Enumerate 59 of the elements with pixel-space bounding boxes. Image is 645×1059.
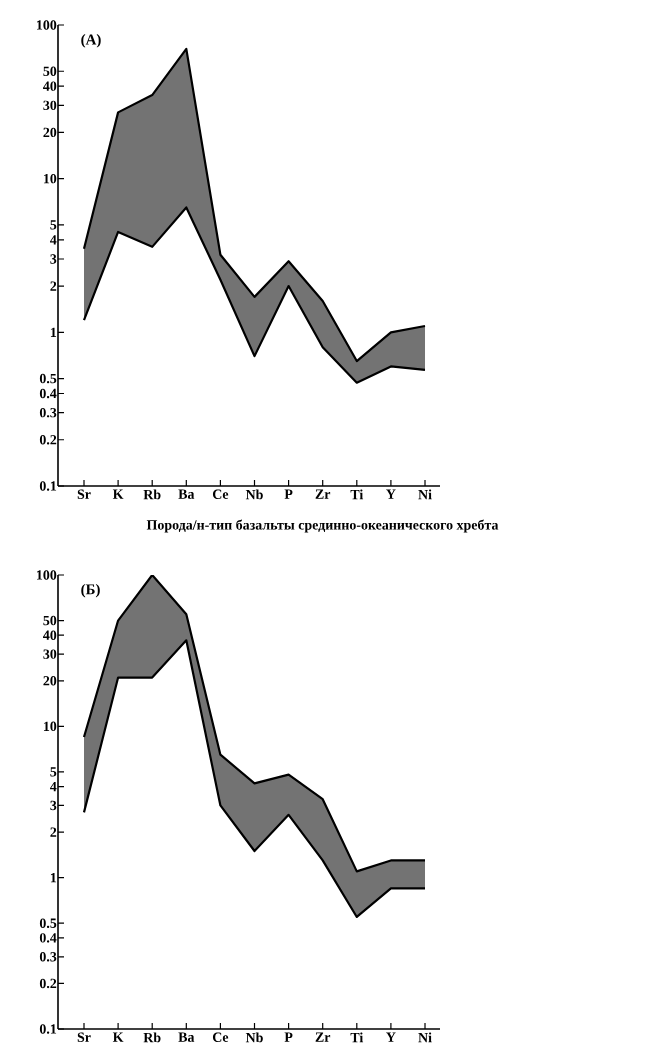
y-tick-label: 2 xyxy=(50,281,57,291)
text: (Б) xyxy=(81,583,100,598)
x-tick-label: P xyxy=(284,1032,293,1042)
y-tick-label: 2 xyxy=(50,827,57,837)
x-tick-label: Ba xyxy=(178,489,195,499)
y-tick-label: 50 xyxy=(43,66,57,76)
y-tick-label: 40 xyxy=(43,81,57,91)
y-tick-label: 0.4 xyxy=(39,388,57,399)
y-tick-label: 50 xyxy=(43,615,57,626)
x-tick-label: K xyxy=(112,1032,124,1042)
y-tick-label: 30 xyxy=(43,100,57,111)
x-tick-label: Sr xyxy=(77,489,91,499)
y-tick-label: 0.3 xyxy=(39,952,57,962)
y-tick-label: 4 xyxy=(50,235,57,245)
y-tick-label: 30 xyxy=(43,649,57,659)
x-tick-label: Y xyxy=(386,489,396,499)
y-tick-label: 20 xyxy=(43,676,57,686)
y-tick-label: 5 xyxy=(50,220,57,230)
x-tick-label: Ce xyxy=(212,1032,229,1042)
x-tick-label: Sr xyxy=(77,1032,91,1042)
y-tick-label: 100 xyxy=(37,20,57,30)
text: (A) xyxy=(81,34,101,48)
y-tick-label: 3 xyxy=(50,254,57,264)
y-tick-label: 1 xyxy=(50,873,57,883)
y-tick-label: 1 xyxy=(50,327,57,337)
y-tick-label: 40 xyxy=(43,630,57,640)
x-tick-label: Ce xyxy=(212,489,229,499)
x-tick-label: Zr xyxy=(315,489,331,499)
y-tick-label: 0.3 xyxy=(39,407,57,418)
x-tick-label: Nb xyxy=(245,1032,263,1043)
x-tick-label: Ni xyxy=(418,1032,432,1043)
x-tick-label: Ti xyxy=(350,489,364,500)
y-tick-label: 10 xyxy=(43,721,57,732)
y-tick-label: 10 xyxy=(43,173,57,184)
x-tick-label: Ti xyxy=(350,1032,364,1043)
y-tick-label: 0.5 xyxy=(39,373,57,384)
y-tick-label: 0.2 xyxy=(39,978,57,989)
x-tick-label: Rb xyxy=(143,489,161,500)
y-tick-label: 0.5 xyxy=(39,918,57,928)
line-series xyxy=(82,206,427,384)
x-tick-label: Nb xyxy=(245,489,263,500)
x-tick-label: K xyxy=(112,489,124,499)
x-tick-label: Rb xyxy=(143,1032,161,1043)
y-tick-label: 0.4 xyxy=(39,933,57,943)
x-tick-label: Y xyxy=(386,1032,396,1042)
y-tick-label: 5 xyxy=(50,767,57,777)
y-tick-label: 0.2 xyxy=(39,435,57,445)
x-tick-label: Zr xyxy=(315,1032,331,1042)
x-tick-label: Ni xyxy=(418,489,432,500)
y-tick-label: 0.1 xyxy=(39,1024,57,1034)
x-axis-title: Порода/н-тип базальты срединно-океанического хребта xyxy=(146,519,499,533)
x-tick-label: Ba xyxy=(178,1032,195,1042)
y-tick-label: 20 xyxy=(43,127,57,138)
x-tick-label: P xyxy=(284,489,293,499)
y-tick-label: 100 xyxy=(37,570,57,580)
y-tick-label: 0.1 xyxy=(39,481,57,491)
y-tick-label: 3 xyxy=(50,800,57,811)
y-tick-label: 4 xyxy=(50,781,57,792)
line-series xyxy=(82,639,427,919)
